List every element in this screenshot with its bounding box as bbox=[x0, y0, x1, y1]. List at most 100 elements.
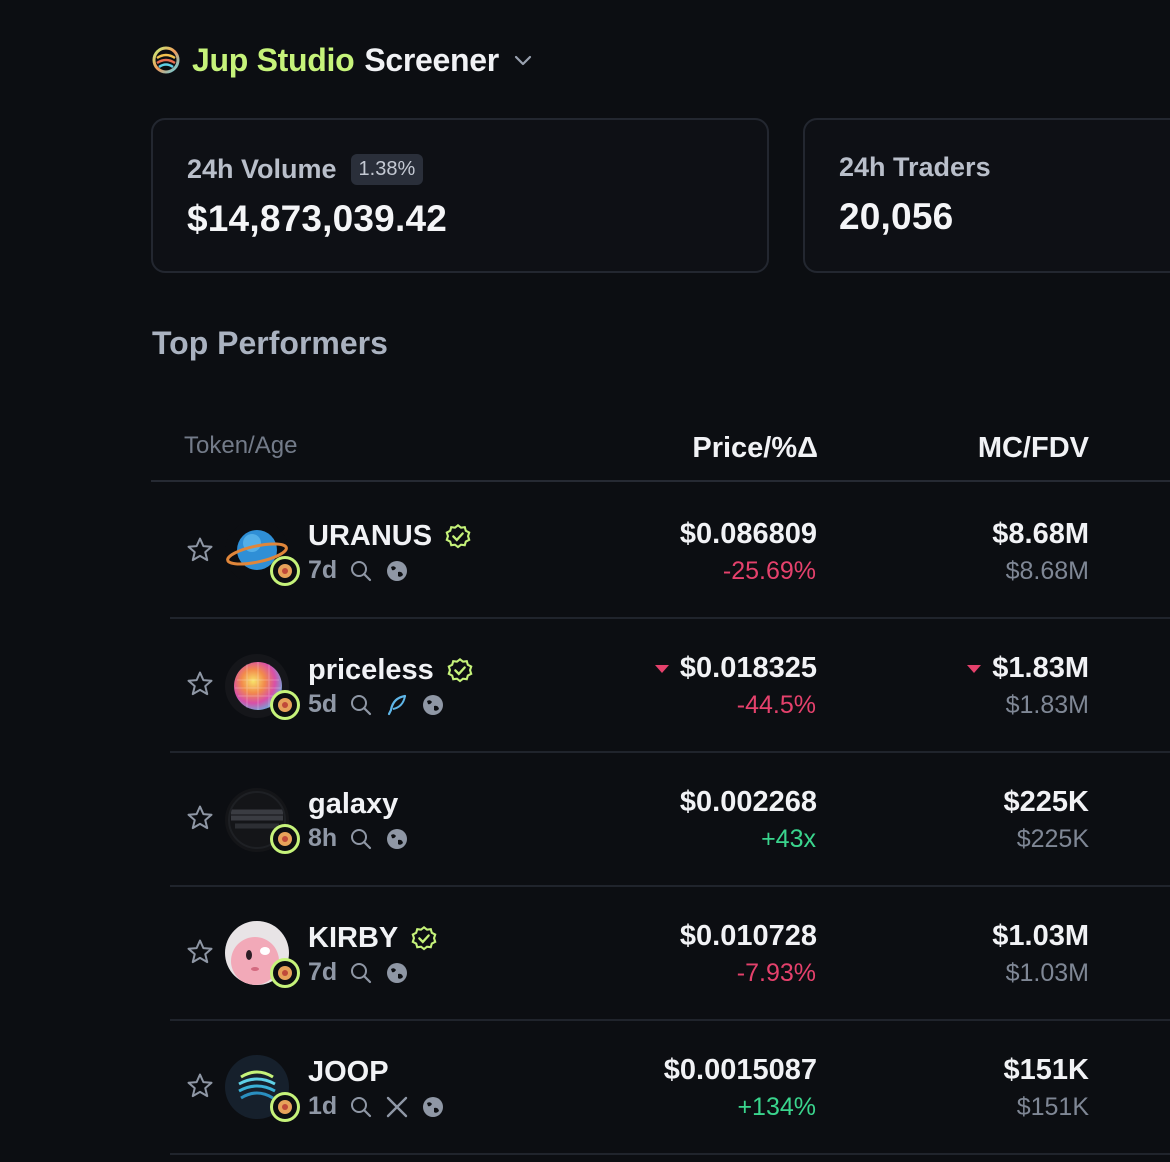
feather-icon[interactable] bbox=[385, 693, 409, 717]
section-title: Top Performers bbox=[152, 325, 388, 361]
column-header-token[interactable]: Token/Age bbox=[184, 432, 298, 459]
token-age: 7d bbox=[308, 958, 338, 986]
verified-icon bbox=[447, 657, 473, 682]
fdv-value: $151K bbox=[1016, 1093, 1089, 1121]
volume-label: 24h Volume bbox=[187, 154, 337, 184]
token-name: JOOP bbox=[308, 1056, 389, 1088]
price-change: -7.93% bbox=[736, 959, 816, 987]
price-value: $0.086809 bbox=[679, 518, 817, 550]
fdv-value: $1.83M bbox=[1005, 691, 1089, 719]
price-value: $0.0015087 bbox=[663, 1054, 817, 1086]
token-meta: 7d bbox=[308, 556, 409, 585]
market-cap: $225K bbox=[1004, 786, 1089, 819]
token-meta: 5d bbox=[308, 690, 445, 719]
launchpad-badge-icon bbox=[270, 556, 300, 586]
price-value: $0.010728 bbox=[679, 920, 817, 952]
token-name-row[interactable]: galaxy bbox=[308, 788, 398, 821]
mc-down-marker-icon bbox=[967, 664, 982, 673]
price-change: -44.5% bbox=[736, 691, 816, 719]
market-cap-value: $151K bbox=[1003, 1054, 1089, 1086]
globe-icon[interactable] bbox=[385, 559, 409, 583]
market-cap: $8.68M bbox=[992, 518, 1089, 551]
token-name-row[interactable]: URANUS bbox=[308, 520, 472, 553]
column-header-mc[interactable]: MC/FDV bbox=[977, 432, 1089, 464]
search-icon[interactable] bbox=[349, 559, 373, 583]
row-divider bbox=[170, 1153, 1170, 1155]
volume-change-badge: 1.38% bbox=[350, 154, 424, 185]
token-price: $0.086809 bbox=[680, 518, 817, 551]
launchpad-badge-icon bbox=[270, 824, 300, 854]
traders-card: 24h Traders 20,056 bbox=[803, 118, 1170, 273]
row-divider bbox=[170, 885, 1170, 887]
volume-card: 24h Volume 1.38% $14,873,039.42 bbox=[151, 118, 769, 273]
token-price: $0.018325 bbox=[654, 652, 817, 685]
price-change: -25.69% bbox=[722, 557, 816, 585]
kirby-face-icon bbox=[225, 921, 289, 985]
search-icon[interactable] bbox=[349, 827, 373, 851]
globe-icon[interactable] bbox=[385, 961, 409, 985]
star-icon[interactable] bbox=[185, 803, 215, 833]
volume-label-row: 24h Volume 1.38% bbox=[187, 154, 424, 185]
token-age: 5d bbox=[308, 690, 338, 718]
market-cap: $1.83M bbox=[966, 652, 1089, 685]
table-row[interactable]: URANUS 7d $0.086809 -25.69% $8.68M $8.68… bbox=[0, 484, 1170, 618]
market-cap-value: $8.68M bbox=[992, 518, 1089, 550]
market-cap: $151K bbox=[1004, 1054, 1089, 1087]
star-icon[interactable] bbox=[185, 937, 215, 967]
token-age: 7d bbox=[308, 556, 338, 584]
search-icon[interactable] bbox=[349, 1095, 373, 1119]
table-row[interactable]: priceless 5d $0.018325 -44.5% $1.83M $1.… bbox=[0, 619, 1170, 753]
column-header-price[interactable]: Price/%Δ bbox=[692, 432, 818, 464]
token-name: URANUS bbox=[308, 520, 433, 552]
market-cap-value: $225K bbox=[1003, 786, 1089, 818]
globe-icon[interactable] bbox=[385, 827, 409, 851]
traders-value: 20,056 bbox=[839, 196, 954, 237]
token-name: galaxy bbox=[308, 788, 399, 820]
chevron-down-icon[interactable] bbox=[511, 48, 535, 72]
row-divider bbox=[170, 1019, 1170, 1021]
star-icon[interactable] bbox=[185, 535, 215, 565]
traders-label: 24h Traders bbox=[839, 152, 991, 182]
market-cap-value: $1.03M bbox=[992, 920, 1089, 952]
token-name-row[interactable]: JOOP bbox=[308, 1056, 389, 1089]
star-icon[interactable] bbox=[185, 669, 215, 699]
title-main: Screener bbox=[364, 41, 499, 78]
table-header-divider bbox=[151, 480, 1170, 482]
search-icon[interactable] bbox=[349, 693, 373, 717]
token-age: 1d bbox=[308, 1092, 338, 1120]
globe-icon[interactable] bbox=[421, 1095, 445, 1119]
price-change: +43x bbox=[761, 825, 816, 853]
price-change: +134% bbox=[737, 1093, 816, 1121]
table-row[interactable]: KIRBY 7d $0.010728 -7.93% $1.03M $1.03M bbox=[0, 887, 1170, 1021]
market-cap: $1.03M bbox=[992, 920, 1089, 953]
joop-logo-icon bbox=[225, 1055, 289, 1119]
star-icon[interactable] bbox=[185, 1071, 215, 1101]
jup-logo-icon bbox=[152, 46, 180, 74]
token-price: $0.002268 bbox=[680, 786, 817, 819]
screener-header[interactable]: Jup Studio Screener bbox=[152, 40, 535, 80]
volume-value: $14,873,039.42 bbox=[187, 198, 447, 239]
token-name-row[interactable]: priceless bbox=[308, 654, 474, 687]
x-icon[interactable] bbox=[385, 1095, 409, 1119]
avatar bbox=[225, 921, 289, 985]
price-down-marker-icon bbox=[654, 664, 669, 673]
token-name-row[interactable]: KIRBY bbox=[308, 922, 438, 955]
globe-icon[interactable] bbox=[421, 693, 445, 717]
row-divider bbox=[170, 617, 1170, 619]
search-icon[interactable] bbox=[349, 961, 373, 985]
token-age: 8h bbox=[308, 824, 338, 852]
token-name: priceless bbox=[308, 654, 434, 686]
token-price: $0.010728 bbox=[680, 920, 817, 953]
fdv-value: $8.68M bbox=[1005, 557, 1089, 585]
launchpad-badge-icon bbox=[270, 690, 300, 720]
token-meta: 7d bbox=[308, 958, 409, 987]
launchpad-badge-icon bbox=[270, 958, 300, 988]
token-meta: 8h bbox=[308, 824, 409, 853]
verified-icon bbox=[411, 925, 437, 950]
table-row[interactable]: JOOP 1d $0.0015087 +134% $151K $151K bbox=[0, 1021, 1170, 1155]
verified-icon bbox=[445, 523, 471, 548]
table-row[interactable]: galaxy 8h $0.002268 +43x $225K $225K bbox=[0, 753, 1170, 887]
fdv-value: $225K bbox=[1016, 825, 1089, 853]
market-cap-value: $1.83M bbox=[992, 652, 1089, 684]
